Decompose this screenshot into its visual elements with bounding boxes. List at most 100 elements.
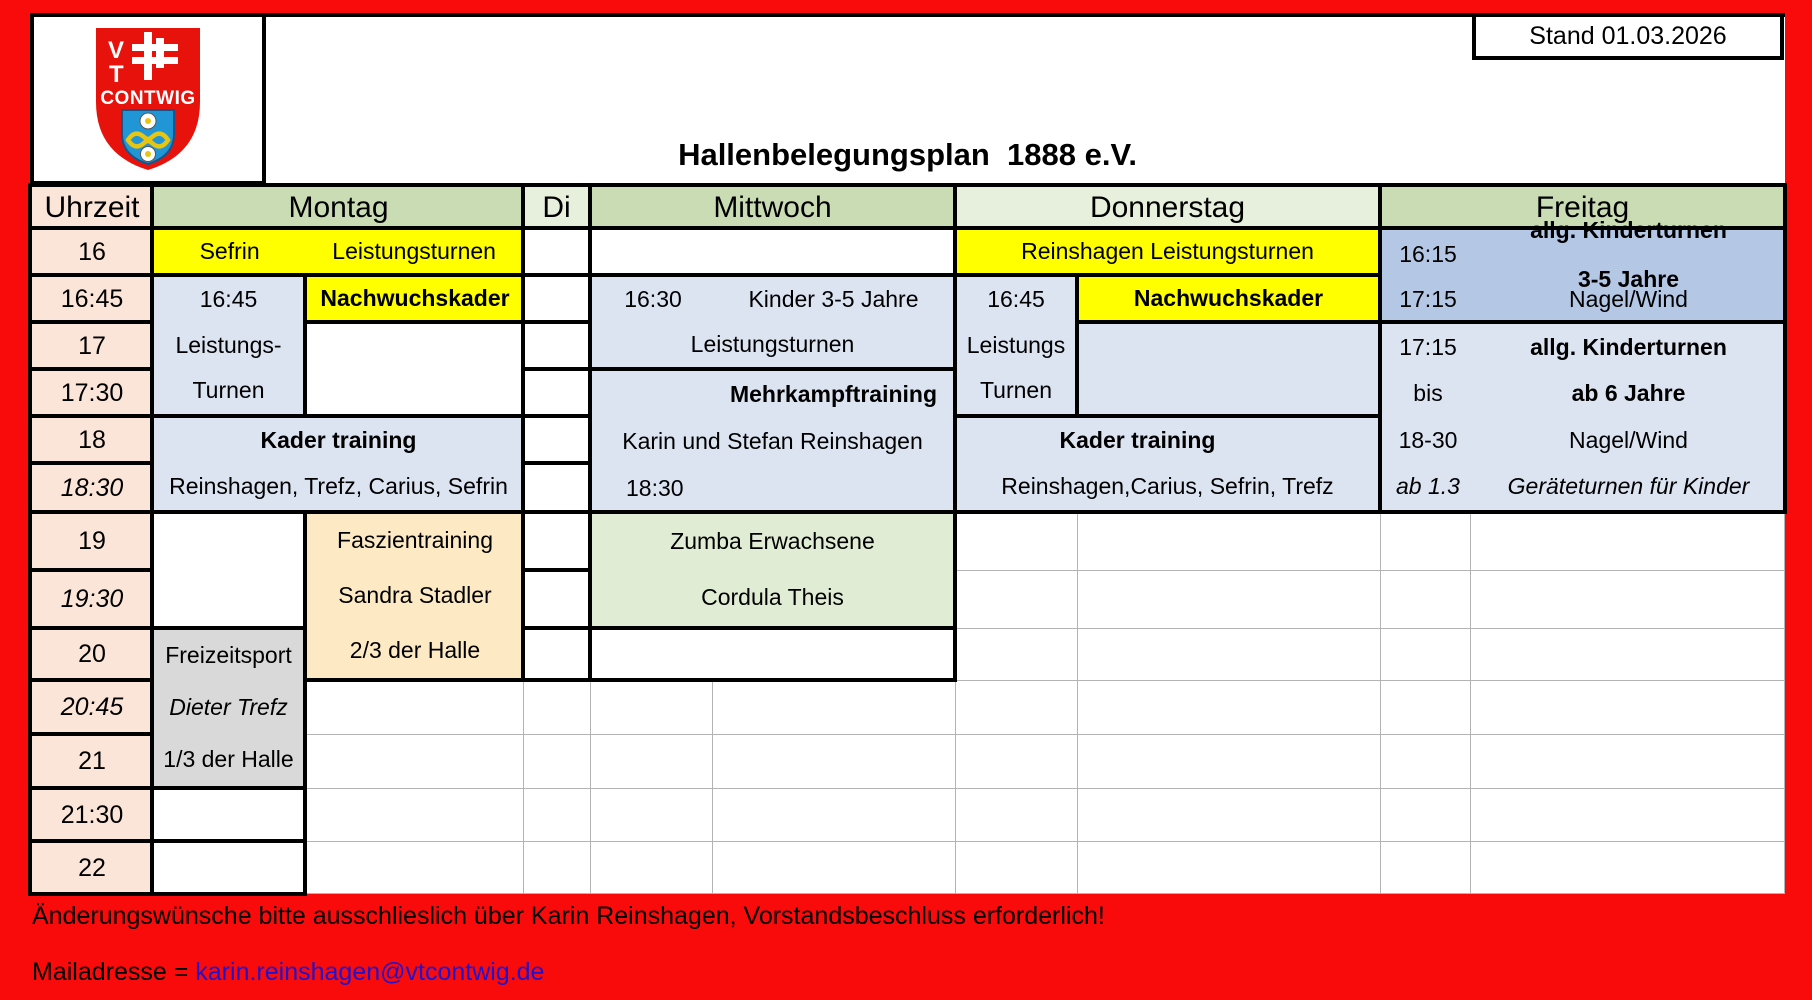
time-label: 20 xyxy=(78,640,106,668)
svg-text:V: V xyxy=(108,37,124,64)
mail-line: Mailadresse = karin.reinshagen@vtcontwig… xyxy=(32,958,544,987)
time-cell-16: 16 xyxy=(28,226,156,277)
cell-line: Karin und Stefan Reinshagen xyxy=(592,427,953,455)
col-header-uhrzeit: Uhrzeit xyxy=(28,183,156,232)
empty-cell xyxy=(150,839,307,896)
time-label: 22 xyxy=(78,853,106,882)
empty-cell xyxy=(521,414,592,465)
activity-name: Geräteturnen für Kinder xyxy=(1507,473,1750,500)
col-header-label: Montag xyxy=(288,190,389,224)
cell-line: Leistungsturnen xyxy=(592,330,953,358)
mail-address-link[interactable]: karin.reinshagen@vtcontwig.de xyxy=(195,958,545,986)
activity-line: allg. Kinderturnen xyxy=(1530,216,1727,243)
mail-label: Mailadresse = xyxy=(32,958,196,986)
time-label: 17:30 xyxy=(60,378,124,407)
col-header-mittwoch: Mittwoch xyxy=(588,183,957,232)
col-header-label: Donnerstag xyxy=(1089,190,1246,224)
monday-kadertraining-cell: Kader training Reinshagen, Trefz, Carius… xyxy=(150,414,527,514)
trainer-names: Reinshagen,Carius, Sefrin, Trefz xyxy=(1001,473,1334,500)
time-label: 16 xyxy=(78,237,106,266)
empty-cell xyxy=(521,461,592,514)
block-line: Turnen xyxy=(979,377,1053,404)
time-cell-22: 22 xyxy=(28,839,156,896)
grid-line xyxy=(712,680,713,894)
col-header-label: Mittwoch xyxy=(713,190,832,224)
monday-freizeitsport-cell: Freizeitsport Dieter Trefz 1/3 der Halle xyxy=(150,626,307,790)
schedule-table: Uhrzeit Montag Di Mittwoch Donnerstag Fr… xyxy=(28,183,1787,896)
time-cell-19: 19 xyxy=(28,510,156,572)
activity-name: Kader training xyxy=(260,427,417,454)
block-line: Leistungs xyxy=(966,331,1066,358)
activity-name: Faszientraining xyxy=(337,527,493,554)
grid-line xyxy=(305,788,1785,789)
block-time: 18-30 xyxy=(1398,426,1458,453)
trainer-name: Dieter Trefz xyxy=(169,694,288,721)
monday-faszientraining-cell: Faszientraining Sandra Stadler 2/3 der H… xyxy=(303,510,527,682)
friday-kinderturnen-3-5-cell: 16:15 allg. Kinderturnen 3-5 Jahre 17:15… xyxy=(1378,217,1787,324)
thursday-leistungsturnen-cell: Reinshagen Leistungsturnen xyxy=(953,226,1382,277)
time-label: 18 xyxy=(78,425,106,454)
stand-date-box: Stand 01.03.2026 xyxy=(1472,13,1784,60)
col-header-dienstag: Di xyxy=(521,183,592,232)
wednesday-zumba-cell: Zumba Erwachsene Cordula Theis xyxy=(588,510,957,630)
grid-line xyxy=(955,680,956,894)
time-cell-1930: 19:30 xyxy=(28,568,156,630)
empty-cell xyxy=(150,786,307,843)
activity-name: allg. Kinderturnen 3-5 Jahre xyxy=(1474,217,1783,291)
wednesday-kinder-cell: 16:30 Kinder 3-5 Jahre Leistungsturnen xyxy=(588,273,957,371)
stand-date: Stand 01.03.2026 xyxy=(1529,22,1727,50)
grid-line xyxy=(955,628,1785,629)
grid-line xyxy=(590,680,591,894)
time-cell-2130: 21:30 xyxy=(28,786,156,843)
time-cell-21: 21 xyxy=(28,732,156,790)
empty-cell xyxy=(521,626,592,682)
activity-line: 3-5 Jahre xyxy=(1577,266,1679,293)
grid-line xyxy=(955,570,1785,571)
activity-name: Reinshagen Leistungsturnen xyxy=(1021,237,1314,264)
block-line: Turnen xyxy=(192,377,265,404)
trainer-name: Sandra Stadler xyxy=(338,582,492,609)
block-time: 16:45 xyxy=(987,285,1045,312)
empty-cell xyxy=(303,320,527,420)
time-label: 16:45 xyxy=(60,284,124,313)
grid-line xyxy=(305,734,1785,735)
empty-cell xyxy=(588,626,957,682)
time-label: 20:45 xyxy=(60,693,124,721)
friday-kinderturnen-ab6-cell: 17:15 allg. Kinderturnen bis ab 6 Jahre … xyxy=(1378,320,1787,514)
grid-line xyxy=(523,680,524,894)
time-label: 18:30 xyxy=(60,473,124,502)
thursday-leistungsturnen-block: 16:45 Leistungs Turnen xyxy=(953,273,1079,418)
time-cell-20: 20 xyxy=(28,626,156,682)
time-label: 19 xyxy=(78,527,106,555)
block-time: ab 1.3 xyxy=(1396,473,1460,500)
time-label: 19:30 xyxy=(60,585,124,613)
empty-cell xyxy=(521,320,592,371)
empty-cell xyxy=(588,226,957,277)
time-label: 21 xyxy=(78,747,106,775)
grid-line xyxy=(1077,512,1078,894)
time-cell-1830: 18:30 xyxy=(28,461,156,514)
time-label: 21:30 xyxy=(60,800,124,829)
change-request-note: Änderungswünsche bitte ausschlieslich üb… xyxy=(32,902,1105,930)
activity-name: Leistungsturnen xyxy=(332,237,496,264)
monday-nachwuchskader-cell: Nachwuchskader xyxy=(303,273,527,324)
monday-leistungsturnen-block: 16:45 Leistungs- Turnen xyxy=(150,273,307,418)
activity-name: Leistungsturnen xyxy=(690,330,855,357)
wednesday-mehrkampf-cell: Mehrkampftraining Karin und Stefan Reins… xyxy=(588,367,957,516)
col-header-label: Freitag xyxy=(1535,190,1630,224)
block-time: 17:15 xyxy=(1399,333,1457,360)
hall-share: 1/3 der Halle xyxy=(163,746,294,773)
activity-name: Freizeitsport xyxy=(165,642,292,669)
thursday-kadertraining-cell: Kader training Reinshagen,Carius, Sefrin… xyxy=(953,414,1382,514)
activity-name: Nachwuchskader xyxy=(1133,284,1324,311)
empty-cell xyxy=(521,273,592,324)
activity-name: allg. Kinderturnen xyxy=(1530,333,1727,360)
block-time: 16:30 xyxy=(624,285,682,312)
block-line: Leistungs- xyxy=(175,331,282,358)
trainer-names: Karin und Stefan Reinshagen xyxy=(622,427,923,454)
svg-text:CONTWIG: CONTWIG xyxy=(100,88,195,109)
club-logo-box: V T CONTWIG xyxy=(30,13,266,185)
block-time: 18:30 xyxy=(626,474,684,501)
svg-text:T: T xyxy=(109,61,124,88)
activity-name: Kader training xyxy=(1059,427,1216,454)
